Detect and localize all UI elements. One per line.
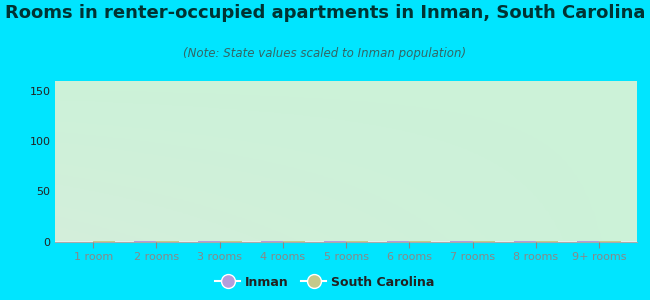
Text: (Note: State values scaled to Inman population): (Note: State values scaled to Inman popu… bbox=[183, 46, 467, 59]
Bar bbox=[387, 187, 410, 242]
Text: Rooms in renter-occupied apartments in Inman, South Carolina: Rooms in renter-occupied apartments in I… bbox=[5, 4, 645, 22]
Bar bbox=[473, 215, 495, 242]
Bar bbox=[157, 216, 179, 242]
Bar bbox=[220, 171, 242, 242]
Bar bbox=[324, 188, 346, 242]
Bar bbox=[599, 226, 621, 242]
Bar bbox=[410, 178, 432, 242]
Bar bbox=[450, 215, 473, 242]
Legend: Inman, South Carolina: Inman, South Carolina bbox=[210, 271, 440, 294]
Text: City-Data.com: City-Data.com bbox=[545, 86, 619, 96]
Bar bbox=[346, 129, 369, 242]
Bar bbox=[135, 216, 157, 242]
Bar bbox=[283, 116, 305, 242]
Bar bbox=[261, 122, 283, 242]
Bar bbox=[536, 226, 558, 242]
Bar bbox=[198, 121, 220, 242]
Bar bbox=[577, 215, 599, 242]
Bar bbox=[514, 206, 536, 242]
Bar bbox=[93, 224, 115, 242]
